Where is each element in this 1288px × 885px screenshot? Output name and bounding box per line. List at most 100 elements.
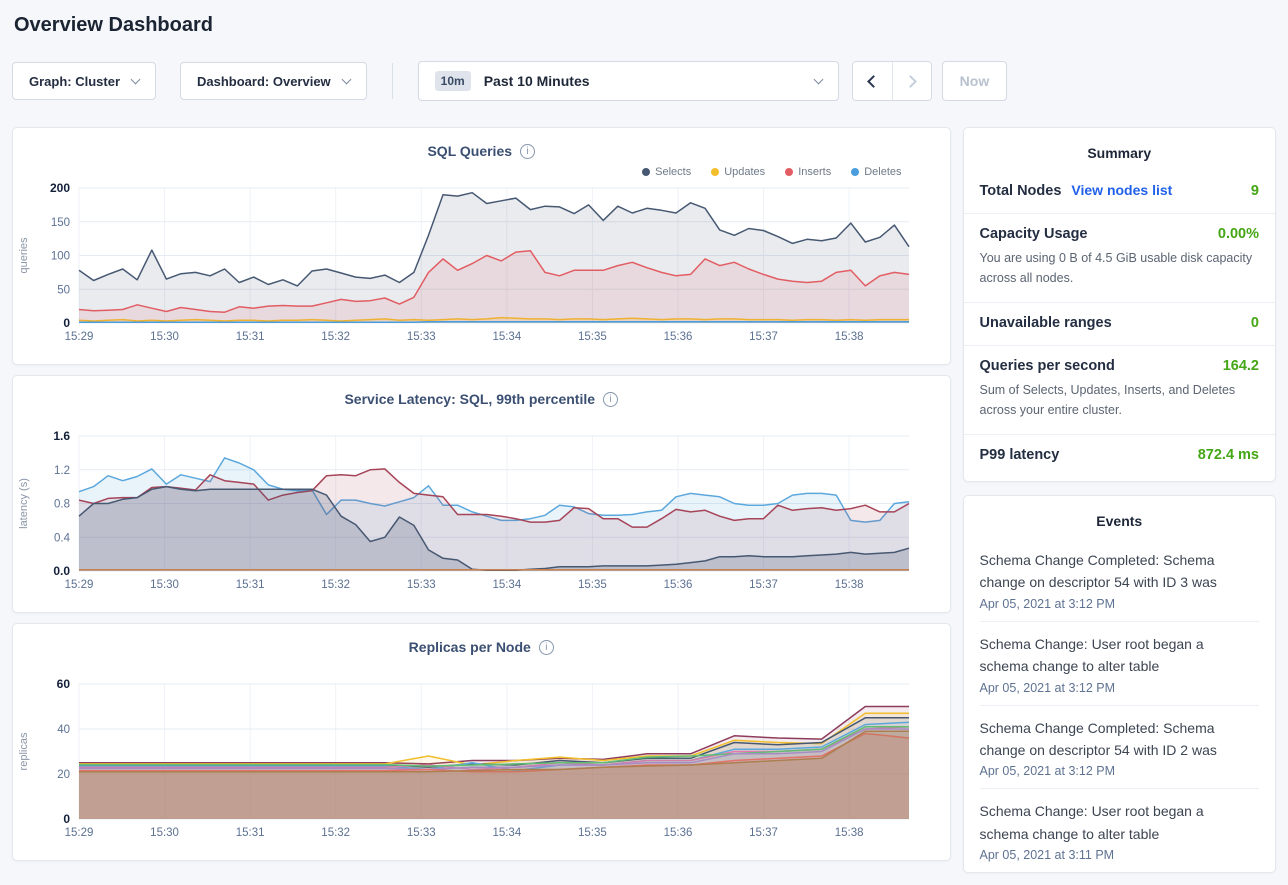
svg-text:15:37: 15:37	[749, 331, 778, 343]
summary-panel: Summary Total Nodes View nodes list 9 Ca…	[962, 127, 1276, 482]
summary-label: Capacity Usage	[979, 226, 1088, 242]
event-list-item[interactable]: Schema Change Completed: Schema change o…	[979, 706, 1259, 790]
svg-text:200: 200	[50, 181, 70, 195]
svg-text:15:32: 15:32	[321, 579, 350, 591]
svg-text:0.8: 0.8	[54, 499, 70, 511]
summary-heading: Summary	[1087, 145, 1152, 161]
svg-text:15:29: 15:29	[65, 579, 94, 591]
legend-label: Deletes	[864, 166, 902, 178]
svg-text:15:34: 15:34	[492, 331, 521, 343]
page-title: Overview Dashboard	[14, 14, 213, 36]
chevron-right-icon	[903, 74, 917, 88]
svg-text:15:34: 15:34	[492, 827, 521, 839]
svg-text:0.4: 0.4	[54, 532, 71, 544]
time-range-label: Past 10 Minutes	[483, 73, 590, 89]
chevron-down-icon	[813, 74, 824, 84]
toolbar: Graph: Cluster Dashboard: Overview 10m P…	[12, 61, 1276, 101]
time-range-dropdown[interactable]: 10m Past 10 Minutes	[417, 61, 839, 101]
view-nodes-list-link[interactable]: View nodes list	[1071, 182, 1173, 198]
svg-text:15:36: 15:36	[664, 827, 693, 839]
svg-text:15:32: 15:32	[321, 827, 350, 839]
time-next-button[interactable]	[891, 62, 931, 100]
event-list-item[interactable]: Schema Change Completed: Schema change o…	[979, 538, 1259, 622]
event-text: Schema Change: User root began a schema …	[979, 803, 1204, 842]
svg-text:queries: queries	[18, 237, 30, 274]
event-list-item[interactable]: Schema Change: User root began a schema …	[980, 789, 1260, 872]
sql-queries-plot[interactable]: 15:29 15:30 15:31 15:32 15:33 15:34 15:35 15:36…	[13, 180, 950, 356]
summary-row-queries-per-second: Queries per second 164.2 Sum of Selects,…	[963, 346, 1275, 435]
summary-row-p99-latency: P99 latency 872.4 ms	[964, 435, 1276, 481]
svg-text:0.0: 0.0	[53, 564, 70, 578]
time-range-badge: 10m	[434, 71, 471, 91]
chart-title: SQL Queries	[427, 143, 513, 159]
svg-text:50: 50	[57, 284, 70, 296]
legend-item-updates[interactable]: Updates	[711, 166, 765, 178]
svg-text:replicas: replicas	[18, 732, 30, 770]
summary-value: 0	[1250, 315, 1259, 331]
dashboard-dropdown-label: Dashboard: Overview	[197, 73, 331, 89]
info-icon[interactable]	[603, 391, 619, 407]
legend-item-inserts[interactable]: Inserts	[785, 166, 831, 178]
events-panel: Events Schema Change Completed: Schema c…	[962, 495, 1276, 874]
sql-queries-chart-card: SQL Queries Selects Updates Inserts Deletes…	[12, 127, 951, 365]
svg-text:15:33: 15:33	[407, 579, 436, 591]
now-button[interactable]: Now	[941, 61, 1008, 101]
event-list-item[interactable]: Schema Change: User root began a schema …	[979, 622, 1259, 706]
dashboard-dropdown[interactable]: Dashboard: Overview	[180, 62, 367, 100]
legend-dot-icon	[642, 168, 651, 176]
summary-description: You are using 0 B of 4.5 GiB usable disk…	[979, 251, 1253, 285]
replicas-per-node-chart-card: Replicas per Node 15:2915:3015:3115:3215…	[12, 623, 951, 861]
service-latency-chart-card: Service Latency: SQL, 99th percentile 15…	[12, 375, 951, 613]
toolbar-divider	[391, 63, 393, 99]
summary-label: P99 latency	[979, 447, 1060, 463]
chevron-down-icon	[341, 74, 352, 84]
sidebar-column: Summary Total Nodes View nodes list 9 Ca…	[962, 127, 1276, 874]
legend-dot-icon	[785, 168, 794, 176]
svg-text:15:35: 15:35	[578, 827, 607, 839]
summary-label: Total Nodes	[979, 183, 1062, 199]
svg-text:15:33: 15:33	[407, 827, 436, 839]
info-icon[interactable]	[520, 143, 536, 159]
legend-dot-icon	[851, 168, 860, 176]
svg-text:15:30: 15:30	[150, 827, 179, 839]
svg-text:15:31: 15:31	[236, 579, 265, 591]
summary-row-total-nodes: Total Nodes View nodes list 9	[963, 170, 1275, 214]
svg-text:0: 0	[63, 812, 70, 826]
svg-text:15:32: 15:32	[321, 331, 350, 343]
svg-text:1.6: 1.6	[53, 429, 70, 443]
graph-dropdown[interactable]: Graph: Cluster	[12, 62, 157, 100]
svg-text:15:37: 15:37	[749, 827, 778, 839]
svg-text:1.2: 1.2	[54, 465, 70, 477]
event-timestamp: Apr 05, 2021 at 3:12 PM	[979, 680, 1116, 695]
summary-label: Unavailable ranges	[979, 315, 1112, 331]
info-icon[interactable]	[538, 639, 554, 655]
summary-description: Sum of Selects, Updates, Inserts, and De…	[979, 383, 1236, 417]
event-timestamp: Apr 05, 2021 at 3:11 PM	[979, 848, 1115, 863]
svg-text:15:30: 15:30	[150, 579, 179, 591]
chart-title-row: SQL Queries	[13, 140, 950, 162]
svg-text:15:38: 15:38	[835, 827, 864, 839]
time-prev-button[interactable]	[852, 62, 892, 100]
svg-text:15:33: 15:33	[407, 331, 436, 343]
svg-text:latency (s): latency (s)	[18, 478, 30, 529]
legend-item-selects[interactable]: Selects	[642, 166, 691, 178]
replicas-per-node-plot[interactable]: 15:29 15:30 15:31 15:32 15:33 15:34 15:35 15:36…	[13, 676, 950, 852]
svg-text:0: 0	[63, 316, 70, 330]
svg-text:15:31: 15:31	[236, 331, 265, 343]
legend-dot-icon	[711, 168, 720, 176]
svg-text:15:34: 15:34	[492, 579, 521, 591]
svg-text:15:30: 15:30	[150, 331, 179, 343]
svg-text:100: 100	[51, 251, 70, 263]
legend-label: Selects	[655, 166, 692, 178]
chart-title-row: Service Latency: SQL, 99th percentile	[13, 388, 950, 410]
svg-text:40: 40	[57, 724, 70, 736]
service-latency-plot[interactable]: 15:29 15:30 15:31 15:32 15:33 15:34 15:35 15:36…	[13, 428, 950, 604]
event-timestamp: Apr 05, 2021 at 3:12 PM	[979, 596, 1116, 611]
legend-item-deletes[interactable]: Deletes	[851, 166, 902, 178]
graph-dropdown-label: Graph: Cluster	[29, 73, 121, 89]
charts-column: SQL Queries Selects Updates Inserts Deletes…	[12, 127, 951, 861]
event-text: Schema Change Completed: Schema change o…	[979, 719, 1217, 758]
event-text: Schema Change: User root began a schema …	[979, 635, 1204, 675]
spacer	[13, 410, 950, 428]
